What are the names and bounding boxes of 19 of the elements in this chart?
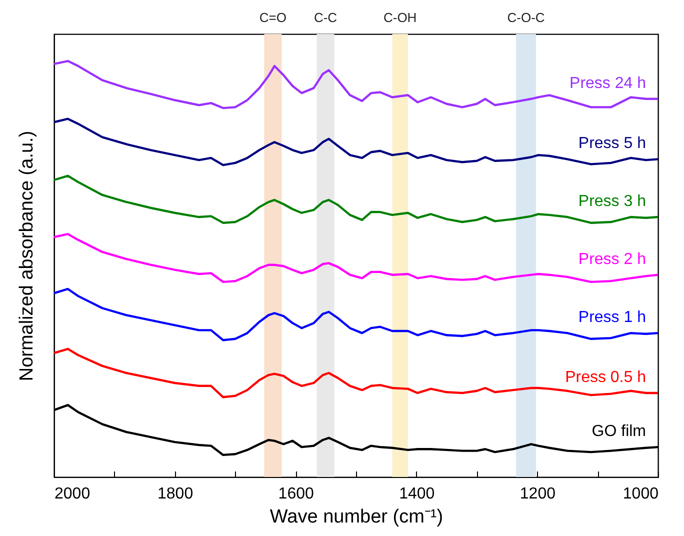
x-tick-label: 1800 bbox=[158, 486, 194, 502]
series-label: GO film bbox=[592, 423, 646, 440]
x-tick-label: 2000 bbox=[54, 486, 90, 502]
series-label: Press 3 h bbox=[578, 193, 646, 210]
series-label: Press 5 h bbox=[578, 135, 646, 152]
x-tick-label: 1600 bbox=[278, 486, 314, 502]
x-tick-label: 1000 bbox=[622, 486, 659, 502]
x-tick-label: 1400 bbox=[399, 486, 435, 502]
band-label: C-C bbox=[314, 10, 338, 25]
series-label: Press 1 h bbox=[578, 309, 646, 326]
series-label: Press 2 h bbox=[578, 250, 646, 268]
series-label: Press 24 h bbox=[570, 74, 646, 92]
band-label: C=O bbox=[259, 10, 286, 25]
y-axis-title: Normalized absorbance (a.u.) bbox=[16, 130, 38, 382]
x-axis-title: Wave number (cm⁻¹) bbox=[270, 506, 444, 528]
band-label: C-O-C bbox=[507, 10, 545, 25]
x-tick-label: 1200 bbox=[520, 486, 556, 502]
series-label: Press 0.5 h bbox=[565, 368, 646, 386]
band-label: C-OH bbox=[383, 10, 417, 25]
